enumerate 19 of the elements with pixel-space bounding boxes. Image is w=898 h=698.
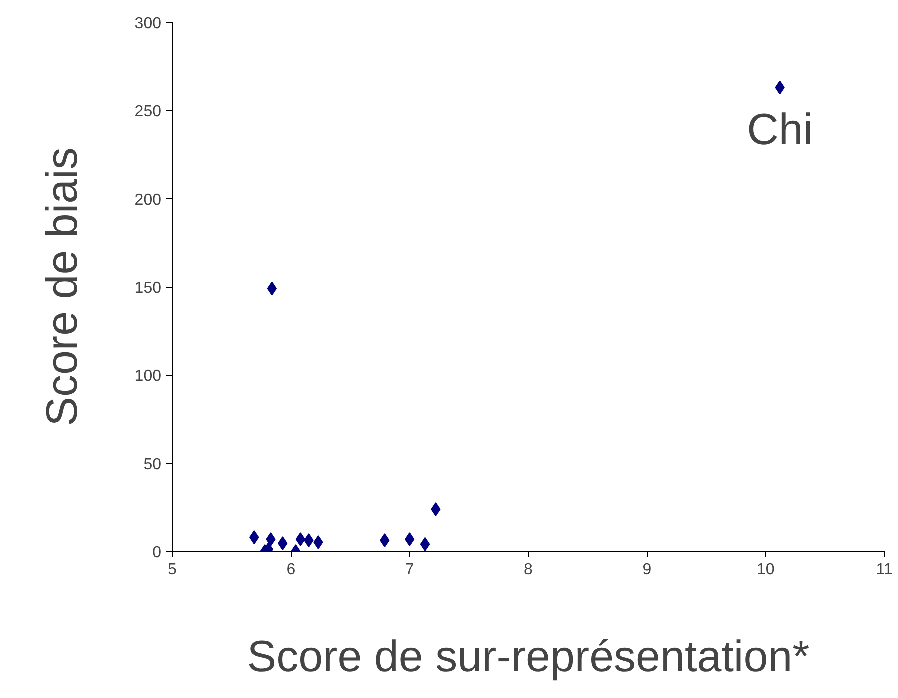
y-tick-label: 250: [134, 104, 162, 121]
y-tick-label: 150: [134, 280, 162, 297]
x-tick-label: 9: [642, 562, 652, 578]
x-tick-label: 10: [756, 562, 775, 578]
x-tick-label: 6: [286, 562, 296, 578]
x-tick-label: 8: [524, 562, 534, 578]
y-tick-label: 200: [134, 192, 162, 209]
y-tick-label: 300: [134, 16, 162, 32]
y-tick-label: 0: [152, 544, 162, 562]
x-tick-label: 7: [405, 562, 414, 578]
y-tick-label: 100: [134, 368, 162, 386]
point: [267, 282, 278, 296]
x-tick-label: 5: [168, 562, 178, 578]
x-tick-label: 11: [876, 562, 893, 578]
annotation: Chi: [747, 106, 814, 155]
x-axis-title: Score de sur-représentation*: [247, 632, 810, 682]
y-tick-label: 50: [144, 456, 162, 474]
y-axis-title: Score de biais: [38, 148, 87, 426]
point: [420, 537, 430, 552]
